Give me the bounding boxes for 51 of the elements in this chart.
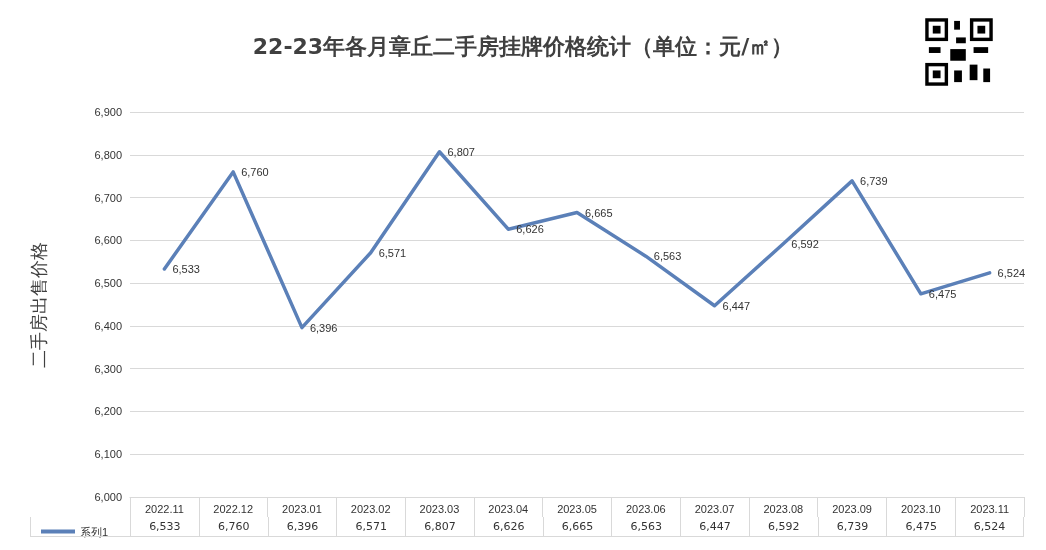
data-label: 6,739	[817, 517, 887, 537]
data-label: 6,592	[748, 517, 818, 537]
x-tick-label: 2023.03	[419, 502, 460, 515]
text: 6,524	[997, 266, 1026, 279]
y-tick-label: 6,000	[94, 491, 122, 503]
text: 6,760	[241, 165, 269, 178]
text: 6,739	[860, 174, 888, 187]
x-tick-label: 2023.05	[557, 502, 597, 515]
y-tick-label: 6,200	[94, 405, 122, 418]
x-tick-label: 2023.09	[832, 502, 872, 515]
data-label: 6,807	[405, 517, 474, 537]
y-tick-label: 6,600	[94, 234, 122, 247]
data-label: 6,665	[542, 517, 612, 537]
x-tick-label: 2023.10	[900, 502, 941, 515]
x-tick-label: 2023.02	[350, 502, 391, 515]
text: 6,807	[447, 145, 475, 158]
x-tick-label: 2023.11	[970, 502, 1010, 515]
data-label: 6,563	[611, 517, 681, 537]
data-label: 6,533	[130, 517, 199, 537]
x-tick-label: 2023.04	[488, 502, 529, 515]
data-label: 6,475	[886, 517, 956, 537]
y-tick-label: 6,300	[94, 362, 122, 375]
x-tick-label: 2022.12	[213, 502, 254, 515]
y-tick-label: 6,900	[94, 106, 122, 118]
data-label: 6,524	[955, 517, 1024, 537]
y-axis-title: 二手房出售价格	[29, 241, 49, 368]
x-tick-label: 2023.06	[625, 502, 666, 515]
y-tick-label: 6,700	[94, 191, 122, 204]
data-label: 6,626	[473, 517, 543, 537]
data-label: 6,571	[336, 517, 406, 537]
data-label: 6,760	[198, 517, 268, 537]
text: 6,592	[791, 237, 819, 250]
text: 6,396	[309, 321, 338, 334]
chart-title: 22-23年各月章丘二手房挂牌价格统计（单位：元/㎡）	[252, 33, 794, 59]
data-label: 6,447	[680, 517, 749, 537]
text: 6,626	[516, 223, 544, 236]
x-tick-label: 2023.07	[694, 502, 735, 515]
data-label: 6,396	[267, 517, 337, 537]
y-tick-label: 6,800	[94, 148, 122, 161]
text: 6,475	[928, 287, 957, 300]
y-tick-label: 6,500	[94, 277, 122, 290]
text: 6,665	[585, 206, 613, 219]
text: 6,447	[722, 299, 751, 312]
x-tick-label: 2022.11	[144, 502, 184, 515]
x-tick-label: 2023.08	[763, 502, 804, 515]
x-tick-label: 2023.01	[282, 502, 322, 515]
y-tick-label: 6,400	[94, 319, 122, 332]
text: 6,571	[378, 246, 407, 259]
text: 6,533	[172, 262, 200, 275]
y-tick-label: 6,100	[94, 448, 122, 461]
text: 6,563	[653, 250, 682, 263]
